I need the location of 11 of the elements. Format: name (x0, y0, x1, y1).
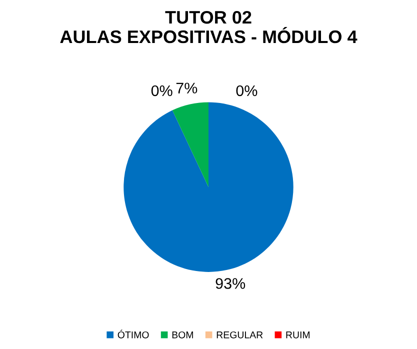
legend-label: ÓTIMO (118, 330, 149, 338)
legend-label: RUIM (286, 332, 310, 338)
text: 0% (236, 85, 258, 96)
legend-label: REGULAR (216, 331, 263, 338)
text: 0% (151, 85, 172, 96)
pie-slice (172, 102, 208, 188)
data-label: 93% (216, 278, 246, 289)
data-label: 7% (176, 82, 198, 94)
chart-title: TUTOR 02 AULAS EXPOSITIVAS - MÓDULO 4 (60, 10, 358, 44)
pie-slice (124, 102, 294, 272)
legend-label: BOM (172, 331, 193, 338)
